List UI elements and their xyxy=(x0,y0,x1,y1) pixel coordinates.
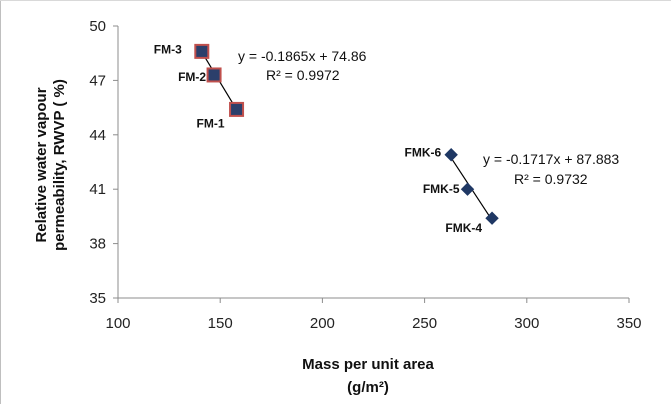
x-tick-label: 300 xyxy=(514,315,539,332)
y-tick-label: 41 xyxy=(89,181,106,198)
y-axis-title-line1: Relative water vapour xyxy=(33,87,50,242)
x-tick-label: 350 xyxy=(616,315,641,332)
data-point-fmk-4 xyxy=(485,211,499,225)
point-label-fmk-5: FMK-5 xyxy=(423,182,460,196)
point-label-fmk-4: FMK-4 xyxy=(445,221,482,235)
y-tick-label: 50 xyxy=(89,18,106,35)
y-tick-label: 47 xyxy=(89,72,106,89)
data-point-fm-3 xyxy=(194,43,210,59)
data-point-fm-2 xyxy=(206,67,222,83)
y-tick-label: 38 xyxy=(89,236,106,253)
trendline-equation-fmk: y = -0.1717x + 87.883 xyxy=(483,151,619,167)
trendline-equation-fm: y = -0.1865x + 74.86 xyxy=(238,48,367,64)
x-axis-title: Mass per unit area xyxy=(302,356,434,373)
y-tick-label: 44 xyxy=(89,127,106,144)
x-tick-label: 100 xyxy=(105,315,130,332)
point-label-fmk-6: FMK-6 xyxy=(405,146,442,160)
trendline-r2-fmk: R² = 0.9732 xyxy=(514,171,588,187)
x-tick-label: 200 xyxy=(310,315,335,332)
data-point-fm-1 xyxy=(229,101,245,117)
point-label-fm-1: FM-1 xyxy=(197,116,225,130)
x-tick-label: 150 xyxy=(208,315,233,332)
point-label-fm-3: FM-3 xyxy=(154,42,182,56)
plot-area: 35 38 41 44 47 50 100 150 200 250 300 350 FM-3 FM-2 FM… xyxy=(89,18,641,332)
data-point-fmk-6 xyxy=(444,148,458,162)
x-tick-label: 250 xyxy=(412,315,437,332)
data-point-fmk-5 xyxy=(460,182,475,196)
trendline-r2-fm: R² = 0.9972 xyxy=(266,67,340,83)
point-label-fm-2: FM-2 xyxy=(178,70,206,84)
y-axis-title-line2: permeability, RWVP ( %) xyxy=(51,79,68,251)
y-tick-label: 35 xyxy=(89,290,106,307)
x-axis-unit: (g/m²) xyxy=(347,379,389,396)
